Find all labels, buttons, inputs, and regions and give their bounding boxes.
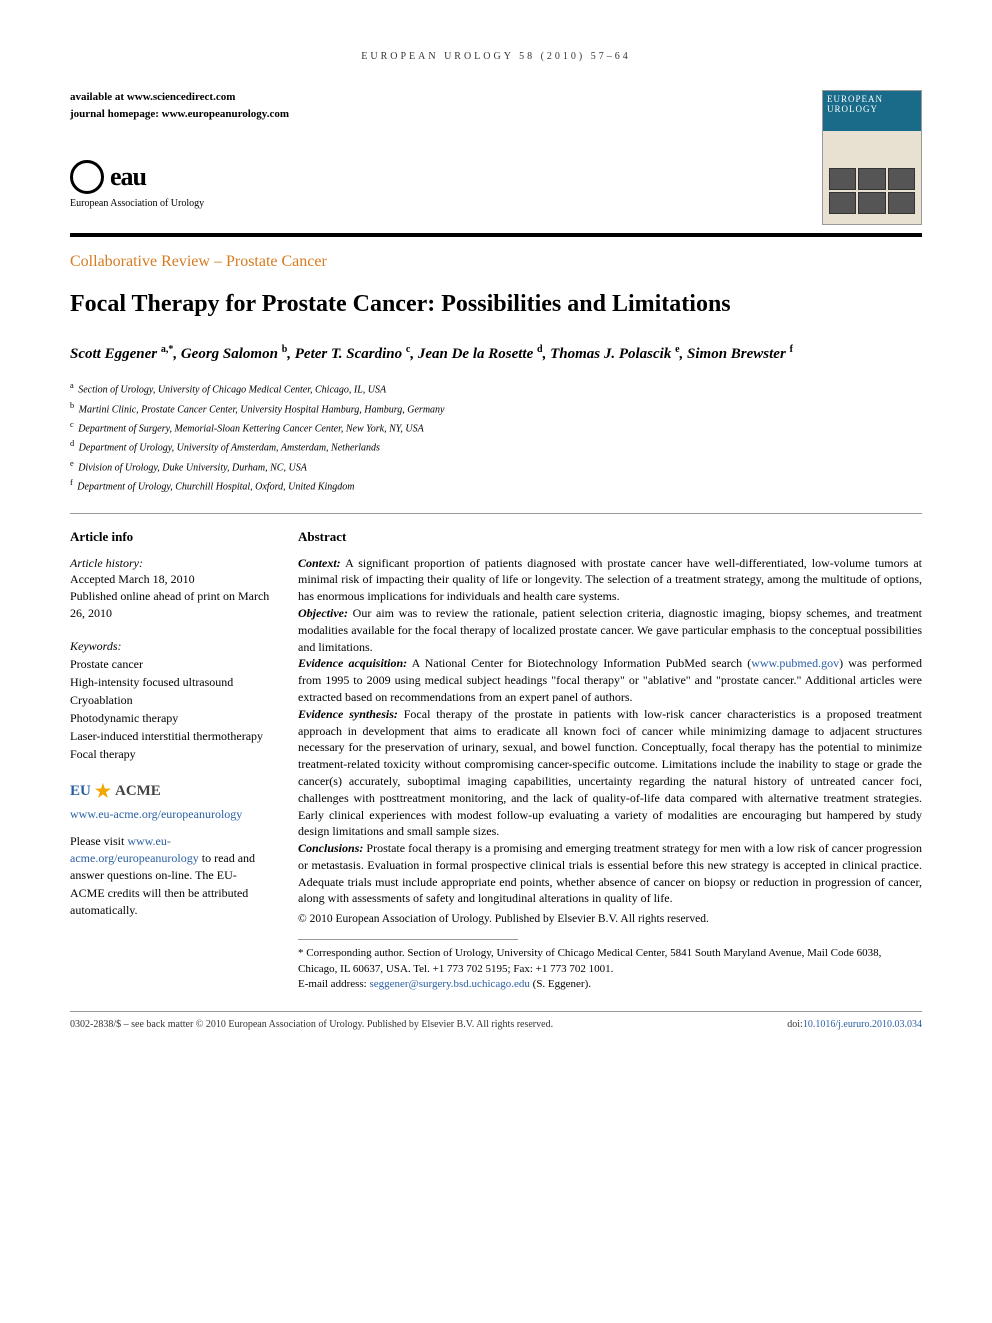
article-title: Focal Therapy for Prostate Cancer: Possi… [70,289,922,319]
affiliation-item: f Department of Urology, Churchill Hospi… [70,476,922,495]
footer-left: 0302-2838/$ – see back matter © 2010 Eur… [70,1018,553,1032]
star-icon: ★ [95,779,111,804]
journal-cover-thumbnail: EUROPEAN UROLOGY [822,90,922,225]
top-banner: available at www.sciencedirect.com journ… [70,90,922,225]
eu-acme-logo: EU ★ ACME [70,779,270,804]
keywords-list: Prostate cancerHigh-intensity focused ul… [70,655,270,763]
eau-logo-text: eau [110,159,146,195]
doi-link[interactable]: 10.1016/j.eururo.2010.03.034 [803,1019,922,1030]
availability-line-2: journal homepage: www.europeanurology.co… [70,107,822,122]
section-label: Collaborative Review – Prostate Cancer [70,251,922,273]
affiliation-list: a Section of Urology, University of Chic… [70,379,922,495]
abstract-section: Objective: Our aim was to review the rat… [298,605,922,655]
keywords-label: Keywords: [70,638,270,655]
history-label: Article history: [70,555,270,572]
header-rule [70,233,922,237]
author-list: Scott Eggener a,*, Georg Salomon b, Pete… [70,343,922,365]
footer-doi: doi:10.1016/j.eururo.2010.03.034 [787,1018,922,1032]
affiliation-item: c Department of Surgery, Memorial-Sloan … [70,418,922,437]
keyword-item: High-intensity focused ultrasound [70,673,270,691]
abstract-link[interactable]: www.pubmed.gov [751,656,839,670]
footer-rule [70,1011,922,1012]
abstract-section: Evidence acquisition: A National Center … [298,655,922,705]
correspondence-email[interactable]: seggener@surgery.bsd.uchicago.edu [369,978,529,990]
eau-logo-icon [70,160,104,194]
affiliation-item: b Martini Clinic, Prostate Cancer Center… [70,399,922,418]
keyword-item: Cryoablation [70,691,270,709]
abstract-body: Context: A significant proportion of pat… [298,555,922,908]
keyword-item: Focal therapy [70,745,270,763]
abstract-heading: Abstract [298,528,922,546]
abstract-section: Context: A significant proportion of pat… [298,555,922,605]
footer: 0302-2838/$ – see back matter © 2010 Eur… [70,1018,922,1032]
acme-instructions: Please visit www.eu-acme.org/europeanuro… [70,833,270,920]
acme-url: www.eu-acme.org/europeanurology [70,806,270,823]
affiliation-item: a Section of Urology, University of Chic… [70,379,922,398]
correspondence: * Corresponding author. Section of Urolo… [298,946,922,992]
keyword-item: Prostate cancer [70,655,270,673]
keyword-item: Photodynamic therapy [70,709,270,727]
abstract-section: Evidence synthesis: Focal therapy of the… [298,706,922,840]
abstract-copyright: © 2010 European Association of Urology. … [298,911,922,927]
article-info-heading: Article info [70,528,270,546]
affiliation-item: d Department of Urology, University of A… [70,437,922,456]
publisher-block: eau European Association of Urology [70,159,822,211]
affiliation-item: e Division of Urology, Duke University, … [70,457,922,476]
publisher-name: European Association of Urology [70,197,822,211]
availability-line-1: available at www.sciencedirect.com [70,90,822,105]
running-head: EUROPEAN UROLOGY 58 (2010) 57–64 [70,50,922,64]
correspondence-rule [298,939,518,940]
divider-rule [70,513,922,514]
keyword-item: Laser-induced interstitial thermotherapy [70,727,270,745]
history-text: Accepted March 18, 2010Published online … [70,571,270,621]
abstract-section: Conclusions: Prostate focal therapy is a… [298,840,922,907]
